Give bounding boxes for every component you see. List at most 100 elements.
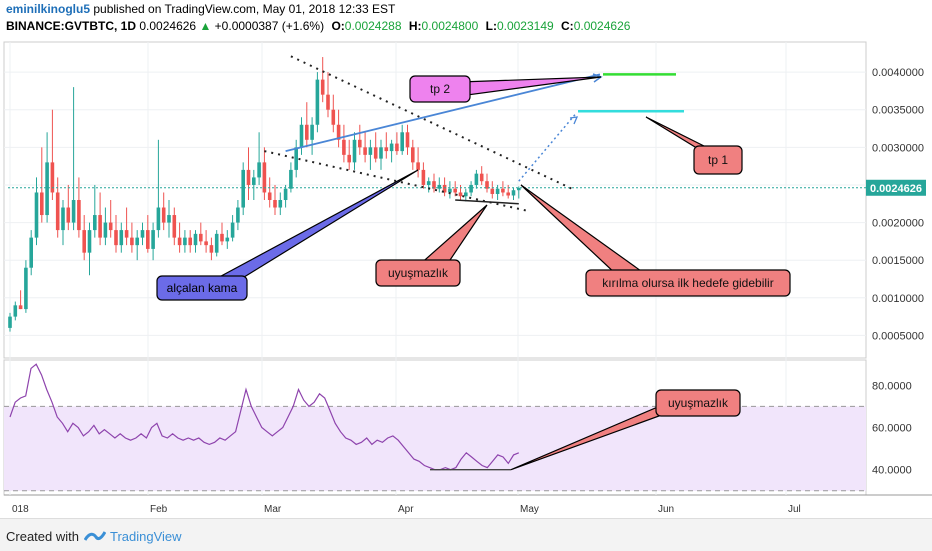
time-tick-label: Jul bbox=[788, 504, 801, 515]
candle-body bbox=[188, 237, 192, 246]
candle-body bbox=[501, 188, 505, 193]
high-label: H: bbox=[408, 19, 422, 33]
divergence-callout-box[interactable] bbox=[375, 259, 461, 287]
candle-body bbox=[236, 207, 240, 223]
candle-body bbox=[411, 147, 415, 163]
candle-body bbox=[82, 230, 86, 253]
candle-body bbox=[71, 200, 76, 223]
candle-body bbox=[426, 181, 431, 185]
publish-header: eminilkinoglu5 published on TradingView.… bbox=[6, 2, 395, 17]
price-tick-label: 0.0030000 bbox=[872, 142, 924, 154]
candle-body bbox=[55, 192, 60, 231]
candle-body bbox=[379, 147, 383, 159]
tp2-callout-box[interactable] bbox=[409, 75, 471, 103]
ohlc-legend: BINANCE:GVTBTC, 1D 0.0024626 ▲ +0.000038… bbox=[6, 19, 630, 34]
candle-body bbox=[61, 207, 65, 231]
last-price-value: 0.0024626 bbox=[139, 19, 197, 33]
candle-body bbox=[204, 241, 208, 246]
tp1-callout-box[interactable] bbox=[693, 145, 743, 175]
breakout-callout-box[interactable] bbox=[585, 269, 791, 297]
rsi-tick-label: 80.0000 bbox=[872, 380, 912, 392]
candle-body bbox=[130, 237, 134, 246]
candle-body bbox=[140, 230, 145, 238]
candle-body bbox=[299, 124, 304, 148]
tp1-callout-text: tp 1 bbox=[708, 153, 728, 167]
footer-bar: Created with TradingView bbox=[0, 518, 932, 551]
candle-body bbox=[40, 192, 44, 216]
candle-body bbox=[453, 188, 457, 193]
rsi-tick-label: 60.0000 bbox=[872, 423, 912, 435]
candle-body bbox=[167, 215, 171, 223]
candle-body bbox=[315, 79, 320, 125]
candle-body bbox=[283, 188, 288, 200]
candle-body bbox=[469, 184, 473, 193]
candle-body bbox=[93, 215, 97, 231]
candle-body bbox=[230, 222, 235, 238]
candle-body bbox=[442, 184, 447, 193]
candle-body bbox=[29, 237, 33, 268]
descending-wedge-callout-text: alçalan kama bbox=[167, 281, 238, 295]
divergence-callout-text: uyuşmazlık bbox=[388, 266, 449, 280]
price-tick-label: 0.0035000 bbox=[872, 105, 924, 117]
breakout-arrow-icon bbox=[569, 116, 579, 125]
candle-body bbox=[103, 222, 108, 238]
last-price-label: 0.0024626 bbox=[870, 183, 922, 195]
candle-body bbox=[24, 267, 28, 310]
candle-body bbox=[13, 305, 18, 317]
candle-body bbox=[161, 207, 166, 223]
candle-body bbox=[289, 169, 293, 189]
candle-body bbox=[34, 192, 39, 238]
candle-body bbox=[352, 139, 357, 163]
candle-body bbox=[45, 162, 49, 216]
candle-body bbox=[214, 233, 219, 253]
candle-body bbox=[267, 192, 272, 200]
candle-body bbox=[368, 147, 373, 155]
candle-body bbox=[252, 177, 256, 185]
candle-body bbox=[262, 162, 267, 193]
price-tick-label: 0.0010000 bbox=[872, 293, 924, 305]
candle-body bbox=[506, 192, 510, 196]
candle-body bbox=[305, 124, 309, 140]
candle-body bbox=[294, 147, 298, 170]
candle-body bbox=[77, 200, 81, 231]
candle-body bbox=[347, 154, 351, 163]
last-price-badge bbox=[866, 179, 926, 196]
candle-body bbox=[199, 233, 203, 242]
candle-body bbox=[183, 237, 187, 246]
low-value: 0.0023149 bbox=[496, 19, 554, 33]
time-tick-label: May bbox=[520, 504, 539, 515]
candle-body bbox=[405, 132, 410, 148]
tradingview-brand-link[interactable]: TradingView bbox=[110, 529, 182, 544]
candle-body bbox=[156, 207, 161, 231]
rsi-divergence-callout-box[interactable] bbox=[655, 389, 741, 417]
rsi-band bbox=[4, 406, 866, 491]
candle-body bbox=[135, 237, 139, 246]
candle-body bbox=[119, 230, 124, 246]
candle-body bbox=[124, 230, 129, 238]
candle-body bbox=[257, 162, 261, 178]
author-link[interactable]: eminilkinoglu5 bbox=[6, 2, 91, 16]
candle-body bbox=[151, 230, 155, 249]
descending-wedge-callout-box[interactable] bbox=[156, 275, 248, 301]
candle-body bbox=[363, 147, 367, 155]
candle-body bbox=[448, 188, 452, 193]
symbol-label[interactable]: BINANCE:GVTBTC, 1D bbox=[6, 19, 137, 33]
candle-body bbox=[458, 192, 463, 197]
candle-body bbox=[177, 237, 182, 246]
candle-body bbox=[464, 192, 468, 197]
price-tick-label: 0.0015000 bbox=[872, 255, 924, 267]
candle-body bbox=[358, 139, 362, 148]
candle-body bbox=[490, 188, 495, 194]
candle-body bbox=[517, 187, 521, 191]
candle-body bbox=[479, 173, 484, 182]
time-tick-label: 018 bbox=[12, 504, 29, 515]
time-tick-label: Mar bbox=[264, 504, 282, 515]
candle-body bbox=[336, 124, 341, 140]
breakout-callout-text: kırılma olursa ilk hedefe gidebilir bbox=[602, 276, 773, 290]
open-value: 0.0024288 bbox=[344, 19, 402, 33]
rsi-tick-label: 40.0000 bbox=[872, 465, 912, 477]
wedge-upper-trendline bbox=[290, 55, 573, 190]
price-divergence-line bbox=[455, 199, 519, 205]
projection-line bbox=[285, 73, 601, 152]
candle-body bbox=[485, 181, 489, 189]
